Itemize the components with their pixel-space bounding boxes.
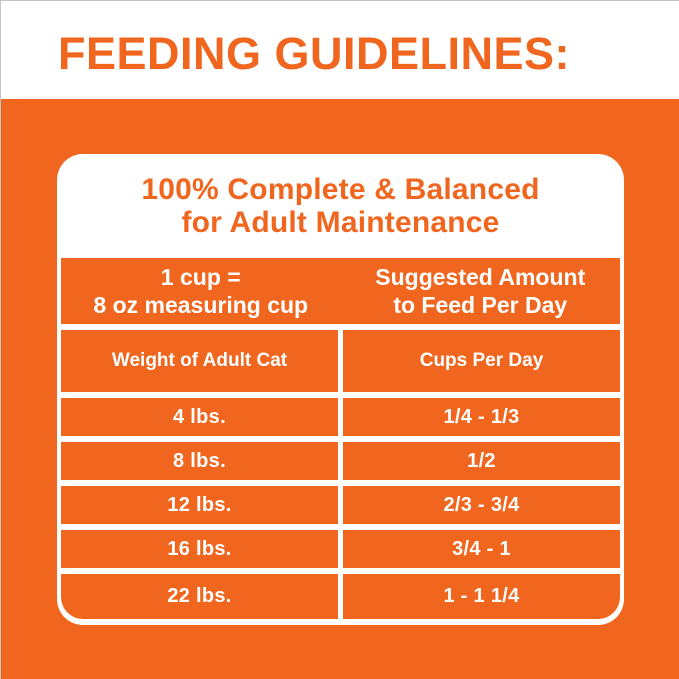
- weight-cell: 22 lbs.: [61, 574, 338, 619]
- feeding-table: 1 cup = 8 oz measuring cup Suggested Amo…: [61, 258, 620, 619]
- weight-cell: 16 lbs.: [61, 530, 338, 568]
- feeding-panel: 100% Complete & Balanced for Adult Maint…: [57, 154, 624, 625]
- panel-heading-line1: 100% Complete & Balanced: [141, 173, 540, 206]
- cups-cell: 2/3 - 3/4: [343, 486, 620, 524]
- weight-cell: 8 lbs.: [61, 442, 338, 480]
- cups-cell: 1/4 - 1/3: [343, 398, 620, 436]
- suggested-amount-line2: to Feed Per Day: [393, 292, 568, 318]
- table-row: 12 lbs. 2/3 - 3/4: [61, 486, 620, 524]
- suggested-amount-header: Suggested Amount to Feed Per Day: [341, 263, 621, 319]
- table-header-primary: 1 cup = 8 oz measuring cup Suggested Amo…: [61, 258, 620, 324]
- column-header-cups: Cups Per Day: [343, 330, 620, 392]
- table-row: 22 lbs. 1 - 1 1/4: [61, 574, 620, 619]
- page-title: FEEDING GUIDELINES:: [58, 27, 571, 79]
- weight-cell: 4 lbs.: [61, 398, 338, 436]
- table-column-headers: Weight of Adult Cat Cups Per Day: [61, 330, 620, 392]
- table-row: 4 lbs. 1/4 - 1/3: [61, 398, 620, 436]
- cups-cell: 1/2: [343, 442, 620, 480]
- orange-background: 100% Complete & Balanced for Adult Maint…: [1, 99, 679, 679]
- panel-heading: 100% Complete & Balanced for Adult Maint…: [61, 154, 620, 258]
- table-row: 16 lbs. 3/4 - 1: [61, 530, 620, 568]
- cup-definition-line1: 1 cup =: [160, 264, 241, 290]
- cup-definition-header: 1 cup = 8 oz measuring cup: [61, 263, 341, 319]
- column-header-weight: Weight of Adult Cat: [61, 330, 338, 392]
- table-row: 8 lbs. 1/2: [61, 442, 620, 480]
- weight-cell: 12 lbs.: [61, 486, 338, 524]
- header: FEEDING GUIDELINES:: [1, 1, 679, 99]
- suggested-amount-line1: Suggested Amount: [375, 264, 586, 290]
- cups-cell: 3/4 - 1: [343, 530, 620, 568]
- panel-heading-line2: for Adult Maintenance: [181, 206, 500, 239]
- cup-definition-line2: 8 oz measuring cup: [93, 292, 309, 318]
- cups-cell: 1 - 1 1/4: [343, 574, 620, 619]
